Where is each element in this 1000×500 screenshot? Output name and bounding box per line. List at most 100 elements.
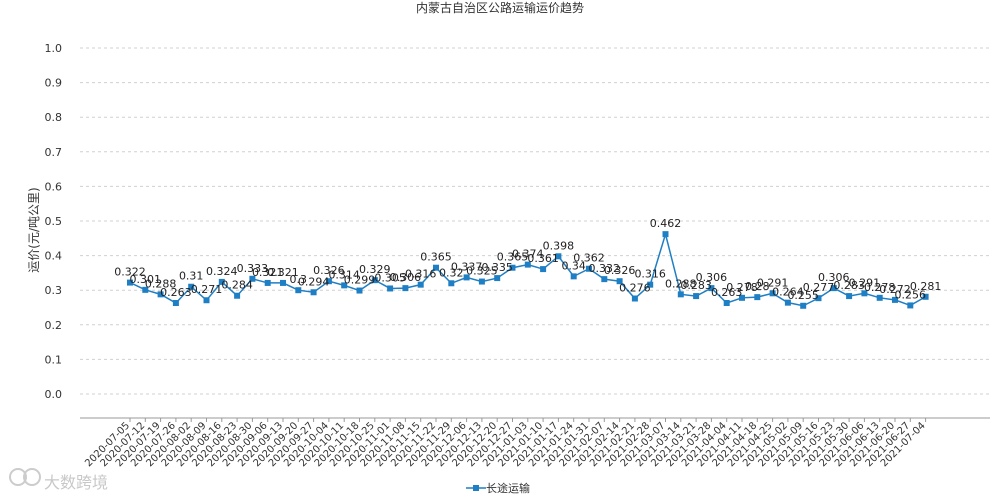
- y-tick-label: 0.2: [45, 319, 63, 332]
- data-point-marker[interactable]: [647, 281, 654, 288]
- data-label: 0.365: [420, 251, 452, 264]
- data-label: 0.462: [650, 217, 682, 230]
- data-point-marker[interactable]: [463, 274, 470, 281]
- y-tick-labels: 1.0 0.9 0.8 0.7 0.6 0.5 0.4 0.3 0.2 0.1 0.0: [45, 42, 63, 401]
- data-point-marker[interactable]: [433, 264, 439, 271]
- data-label: 0.3: [290, 273, 308, 286]
- data-point-marker[interactable]: [784, 299, 791, 306]
- data-point-marker[interactable]: [371, 277, 378, 284]
- data-point-marker[interactable]: [402, 285, 409, 292]
- data-point-marker[interactable]: [341, 282, 348, 289]
- data-label: 0.255: [787, 289, 819, 302]
- data-label: 0.398: [543, 239, 575, 252]
- data-point-marker[interactable]: [662, 231, 669, 238]
- data-point-marker[interactable]: [188, 283, 195, 290]
- data-point-marker[interactable]: [494, 275, 501, 282]
- data-point-marker[interactable]: [723, 300, 730, 307]
- data-label: 0.316: [405, 268, 437, 281]
- series-line-group: [127, 231, 929, 309]
- data-point-marker[interactable]: [387, 285, 394, 292]
- data-point-marker[interactable]: [356, 287, 363, 294]
- data-point-marker[interactable]: [509, 264, 516, 271]
- data-label: 0.34: [561, 259, 586, 272]
- data-label: 0.306: [696, 271, 728, 284]
- data-point-marker[interactable]: [876, 294, 883, 301]
- data-point-marker[interactable]: [203, 297, 210, 304]
- data-point-marker[interactable]: [754, 294, 761, 301]
- data-label: 0.277: [803, 281, 835, 294]
- data-point-marker[interactable]: [555, 253, 562, 260]
- data-point-marker[interactable]: [892, 296, 898, 303]
- data-point-marker[interactable]: [157, 291, 164, 298]
- data-point-marker[interactable]: [295, 287, 302, 294]
- data-point-marker[interactable]: [616, 278, 623, 285]
- data-label: 0.288: [665, 277, 697, 290]
- data-label: 0.291: [849, 276, 881, 289]
- data-point-marker[interactable]: [631, 295, 638, 302]
- data-point-marker[interactable]: [677, 291, 684, 298]
- data-point-marker[interactable]: [601, 276, 608, 283]
- data-label: 0.284: [221, 279, 253, 292]
- y-tick-label: 1.0: [45, 42, 63, 55]
- data-point-marker[interactable]: [249, 275, 256, 282]
- chart-title: 内蒙古自治区公路运输运价趋势: [416, 0, 584, 15]
- data-point-marker[interactable]: [586, 265, 592, 272]
- grid-lines: [80, 47, 990, 395]
- data-point-marker[interactable]: [861, 290, 868, 297]
- data-point-marker[interactable]: [693, 293, 700, 300]
- data-point-marker[interactable]: [218, 278, 225, 285]
- data-point-marker[interactable]: [478, 278, 485, 285]
- data-point-marker[interactable]: [142, 286, 149, 293]
- data-point-marker[interactable]: [280, 279, 286, 286]
- data-point-marker[interactable]: [907, 302, 914, 309]
- data-point-marker[interactable]: [815, 295, 822, 302]
- data-point-marker[interactable]: [524, 261, 531, 268]
- data-point-marker[interactable]: [769, 290, 776, 297]
- data-point-marker[interactable]: [325, 278, 332, 285]
- data-label: 0.291: [757, 276, 789, 289]
- data-point-marker[interactable]: [234, 292, 241, 299]
- y-tick-label: 0.5: [45, 215, 63, 228]
- data-point-marker[interactable]: [739, 294, 745, 301]
- data-label: 0.283: [833, 279, 865, 292]
- data-label: 0.278: [726, 281, 758, 294]
- data-label: 0.321: [252, 266, 284, 279]
- legend-swatch-marker: [473, 485, 479, 491]
- data-label: 0.299: [344, 274, 376, 287]
- data-point-marker[interactable]: [264, 279, 271, 286]
- y-tick-label: 0.1: [45, 353, 63, 366]
- data-label: 0.306: [390, 271, 422, 284]
- data-point-marker[interactable]: [448, 280, 455, 287]
- data-point-marker[interactable]: [540, 266, 547, 273]
- y-tick-label: 0.8: [45, 111, 63, 124]
- data-point-marker[interactable]: [127, 279, 133, 286]
- data-label: 0.374: [512, 248, 544, 261]
- data-point-marker[interactable]: [172, 300, 179, 307]
- data-label: 0.278: [864, 281, 896, 294]
- data-point-marker[interactable]: [830, 285, 837, 292]
- data-label: 0.305: [374, 271, 406, 284]
- data-label: 0.326: [604, 264, 636, 277]
- x-tick-labels: 2020-07-052020-07-122020-07-192020-07-26…: [83, 420, 927, 469]
- data-label: 0.365: [497, 251, 529, 264]
- data-point-marker[interactable]: [800, 302, 807, 309]
- data-point-marker[interactable]: [310, 289, 317, 296]
- data-point-marker[interactable]: [417, 281, 424, 288]
- data-point-marker[interactable]: [570, 273, 577, 280]
- data-point-marker[interactable]: [846, 293, 853, 300]
- data-label: 0.301: [130, 273, 162, 286]
- data-point-marker[interactable]: [708, 285, 715, 292]
- watermark: 大数跨境: [9, 468, 108, 492]
- data-label: 0.325: [466, 265, 498, 278]
- legend[interactable]: 长途运输: [466, 481, 530, 495]
- data-label: 0.272: [879, 283, 911, 296]
- y-tick-label: 0.4: [45, 250, 63, 263]
- data-point-marker[interactable]: [922, 293, 929, 300]
- data-label: 0.362: [573, 252, 605, 265]
- data-label: 0.263: [711, 286, 743, 299]
- y-axis-label: 运价(元/吨公里): [27, 187, 41, 272]
- data-label: 0.361: [527, 252, 559, 265]
- data-label: 0.281: [910, 280, 942, 293]
- data-label: 0.256: [895, 288, 927, 301]
